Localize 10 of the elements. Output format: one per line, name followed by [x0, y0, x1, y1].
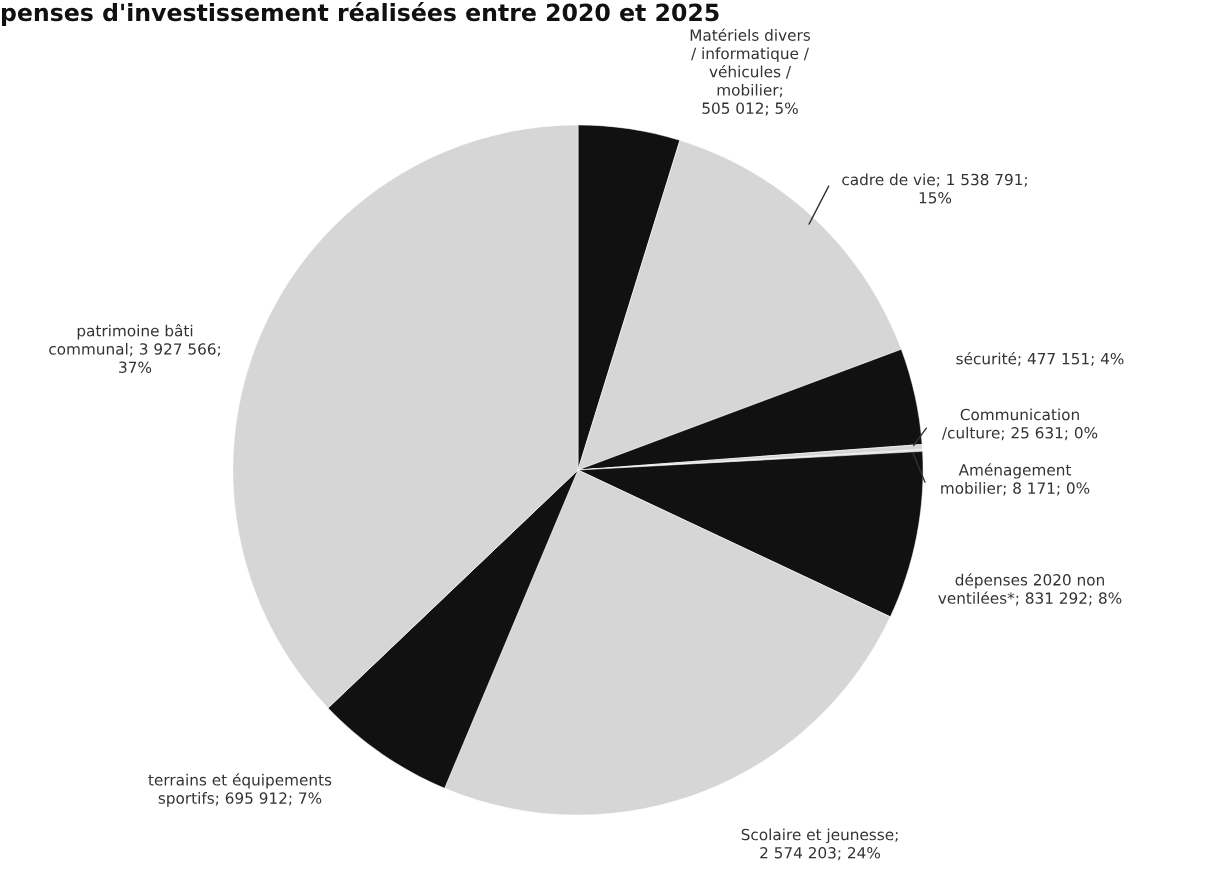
slice-label: dépenses 2020 non ventilées*; 831 292; 8%	[938, 573, 1122, 606]
slice-label: cadre de vie; 1 538 791; 15%	[842, 173, 1027, 204]
slice-label: Scolaire et jeunesse; 2 574 203; 24%	[741, 828, 898, 861]
slice-label: terrains et équipements sportifs; 695 912; 7%	[148, 773, 332, 807]
slice-label: sécurité; 477 151; 4%	[956, 352, 1124, 366]
slice-label: Matériels divers / informatique / véhicules / mobilier; 505 012; 5%	[690, 28, 811, 116]
slice-label: patrimoine bâti communal; 3 927 566; 37%	[49, 324, 220, 374]
slice-label: Aménagement mobilier; 8 171; 0%	[941, 463, 1090, 496]
chart-title: penses d'investissement réalisées entre 2020 et 2025	[1, 2, 719, 26]
slice-label: Communication /culture; 25 631; 0%	[941, 408, 1098, 441]
